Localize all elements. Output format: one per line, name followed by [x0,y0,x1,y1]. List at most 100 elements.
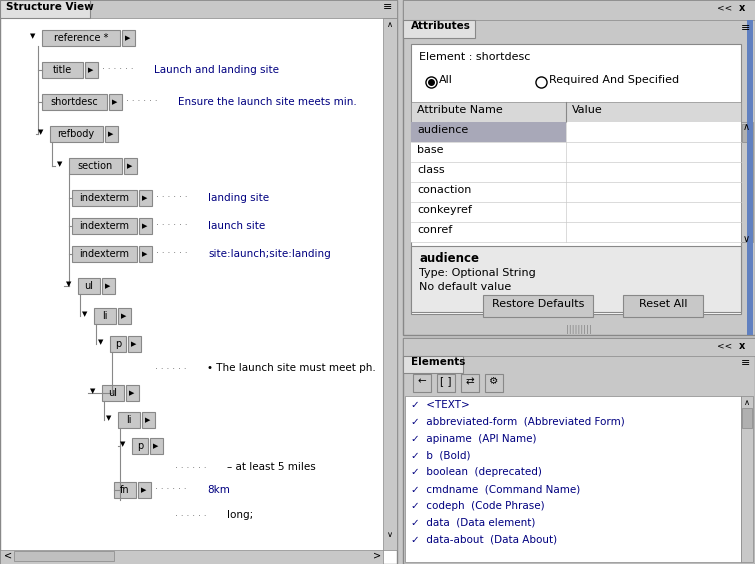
Text: ←: ← [418,376,427,386]
Bar [566,122,741,142]
Text: Required And Specified: Required And Specified [549,75,680,85]
Text: · · · · · ·: · · · · · · [126,98,158,107]
Bar [94,308,116,324]
Text: ul: ul [85,281,94,291]
Text: ≡: ≡ [741,358,750,368]
Text: p: p [137,441,143,451]
Bar [742,124,752,142]
Bar [69,158,122,174]
Text: · · · · · ·: · · · · · · [155,365,186,374]
Text: ✓  data  (Data element): ✓ data (Data element) [411,518,535,528]
Text: li: li [102,311,108,321]
Bar [142,412,155,428]
Bar [437,374,455,392]
Text: [ ]: [ ] [440,376,451,386]
Bar [411,222,741,242]
Text: ▶: ▶ [108,131,114,137]
Bar [110,336,126,352]
Text: x: x [739,3,745,13]
Text: ▶: ▶ [145,417,151,423]
Text: ▶: ▶ [128,163,133,169]
Bar [411,102,741,122]
Bar [114,482,136,498]
Text: fn: fn [120,485,130,495]
Bar [411,122,566,142]
Bar [118,308,131,324]
Text: Structure View: Structure View [6,2,94,12]
Text: p: p [115,339,121,349]
Bar [42,94,107,110]
Text: ul: ul [109,388,118,398]
Bar [403,338,755,564]
Text: – at least 5 miles: – at least 5 miles [227,462,316,472]
Text: ▶: ▶ [131,341,137,347]
Text: ▶: ▶ [142,223,148,229]
Text: li: li [126,415,132,425]
Bar [461,374,479,392]
Text: ▼: ▼ [30,33,35,39]
Text: · · · · · ·: · · · · · · [156,249,188,258]
Bar [741,396,753,562]
Text: · · · · · ·: · · · · · · [175,464,207,473]
Text: ▼: ▼ [38,129,43,135]
Text: conref: conref [417,225,452,235]
Text: <<: << [717,341,732,350]
Text: Attributes: Attributes [411,21,471,31]
Text: conkeyref: conkeyref [417,205,472,215]
Bar [413,374,431,392]
Text: • The launch site must meet ph.: • The launch site must meet ph. [207,363,376,373]
Bar [411,44,741,314]
Text: |||||||||: ||||||||| [566,325,592,334]
Text: reference *: reference * [54,33,108,43]
Text: ▶: ▶ [141,487,146,493]
Text: Value: Value [572,105,602,115]
Bar [72,190,137,206]
Bar [118,412,140,428]
Text: ▼: ▼ [98,339,103,345]
Text: ≡: ≡ [383,2,393,12]
Text: Attribute Name: Attribute Name [417,105,503,115]
Text: Restore Defaults: Restore Defaults [492,299,584,309]
Text: ✓  boolean  (deprecated): ✓ boolean (deprecated) [411,468,542,477]
Bar [105,126,118,142]
Text: ▶: ▶ [122,313,127,319]
Text: 8km: 8km [207,485,230,495]
Text: shortdesc: shortdesc [50,97,98,107]
Text: ∨: ∨ [743,234,750,244]
Text: long;: long; [227,510,253,520]
Bar [742,408,752,428]
Bar [403,0,755,335]
Text: ▶: ▶ [129,390,134,396]
Text: ∧: ∧ [744,398,750,407]
Text: ▼: ▼ [82,311,88,317]
Bar [126,385,139,401]
Text: ▶: ▶ [105,283,111,289]
Bar [109,94,122,110]
Text: landing site: landing site [208,193,269,203]
Text: ▶: ▶ [125,35,131,41]
Bar [139,190,152,206]
Text: base: base [417,145,443,155]
Text: ✓  abbreviated-form  (Abbreviated Form): ✓ abbreviated-form (Abbreviated Form) [411,417,624,427]
Bar [85,62,98,78]
Bar [405,396,741,562]
Bar [132,438,148,454]
Text: ▼: ▼ [57,161,63,167]
Bar [0,0,90,18]
Text: Reset All: Reset All [639,299,687,309]
Text: ✓  <TEXT>: ✓ <TEXT> [411,400,470,410]
Bar [411,162,741,182]
Bar [102,278,115,294]
Text: ▶: ▶ [142,195,148,201]
Text: ▶: ▶ [88,67,94,73]
Bar [411,142,741,162]
Text: ✓  apiname  (API Name): ✓ apiname (API Name) [411,434,537,444]
Text: <: < [4,551,12,561]
Text: · · · · · ·: · · · · · · [155,486,186,495]
Bar [138,482,151,498]
Bar [122,30,135,46]
Bar [623,295,703,317]
Text: title: title [52,65,72,75]
Bar [403,356,463,373]
Bar [411,202,741,222]
